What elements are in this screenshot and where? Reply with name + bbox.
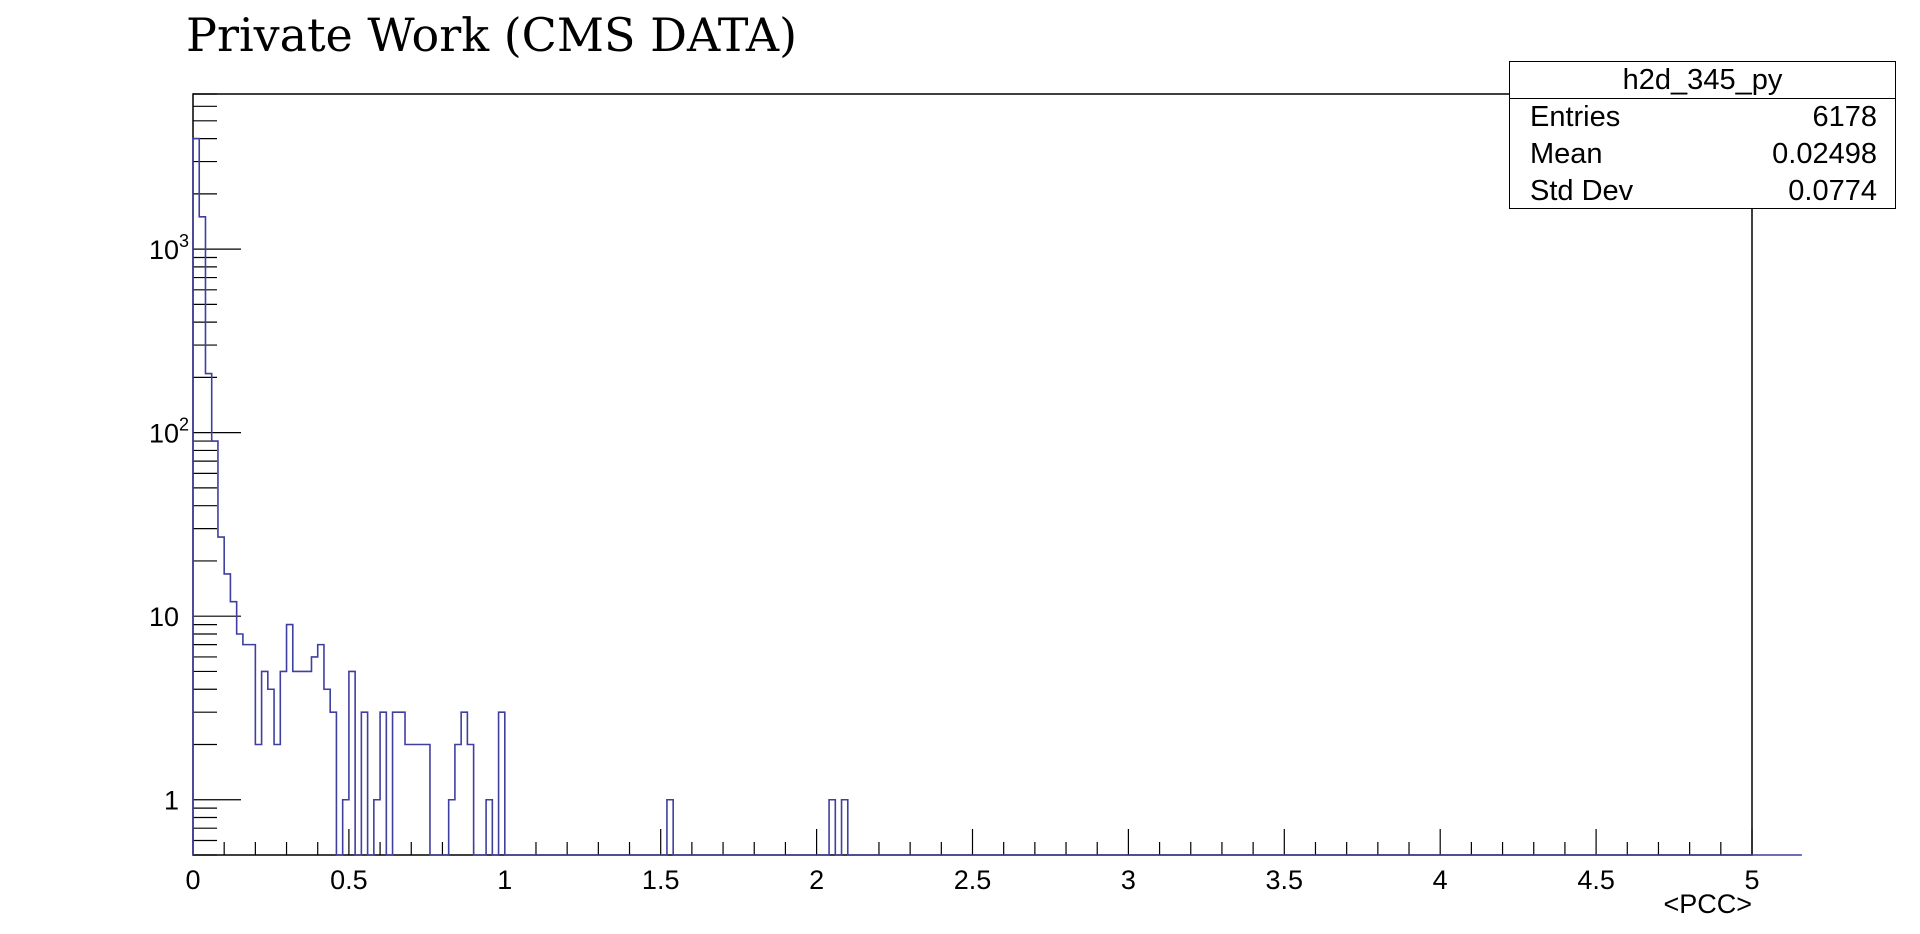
stats-row-std-dev: Std Dev 0.0774	[1510, 173, 1895, 210]
x-axis-tick-labels: 0 0.5 1 1.5 2 2.5 3 3.5 4 4.5 5	[185, 865, 1759, 895]
x-tick-label: 4	[1433, 865, 1448, 895]
y-axis-ticks	[193, 93, 241, 856]
x-tick-label: 0	[185, 865, 200, 895]
stats-label: Std Dev	[1530, 175, 1634, 207]
y-axis-tick-labels: 1 10 102 103	[149, 231, 189, 816]
x-tick-label: 4.5	[1577, 865, 1615, 895]
x-tick-label: 5	[1744, 865, 1759, 895]
x-tick-label: 2.5	[954, 865, 992, 895]
chart-title: Private Work (CMS DATA)	[186, 8, 798, 62]
histogram-line	[192, 137, 1802, 856]
x-axis-title: <PCC>	[1663, 889, 1752, 919]
x-tick-label: 3	[1121, 865, 1136, 895]
stats-value: 6178	[1812, 101, 1877, 133]
x-tick-label: 1.5	[642, 865, 680, 895]
stats-value: 0.02498	[1772, 138, 1877, 170]
x-tick-label: 2	[809, 865, 824, 895]
x-tick-label: 0.5	[330, 865, 368, 895]
histogram-series	[192, 137, 1802, 856]
x-tick-label: 1	[497, 865, 512, 895]
stats-label: Entries	[1530, 101, 1621, 133]
x-axis-ticks	[192, 829, 1753, 855]
stats-label: Mean	[1530, 138, 1603, 170]
x-tick-label: 3.5	[1266, 865, 1304, 895]
stats-row-mean: Mean 0.02498	[1510, 136, 1895, 173]
y-tick-label: 1	[164, 786, 179, 816]
y-tick-label: 10	[149, 602, 179, 632]
y-tick-label: 102	[149, 415, 189, 449]
stats-value: 0.0774	[1788, 175, 1877, 207]
stats-row-entries: Entries 6178	[1510, 99, 1895, 136]
stats-box: h2d_345_py Entries 6178 Mean 0.02498 Std…	[1509, 61, 1896, 209]
stats-box-title: h2d_345_py	[1510, 62, 1895, 99]
y-tick-label: 103	[149, 231, 189, 265]
